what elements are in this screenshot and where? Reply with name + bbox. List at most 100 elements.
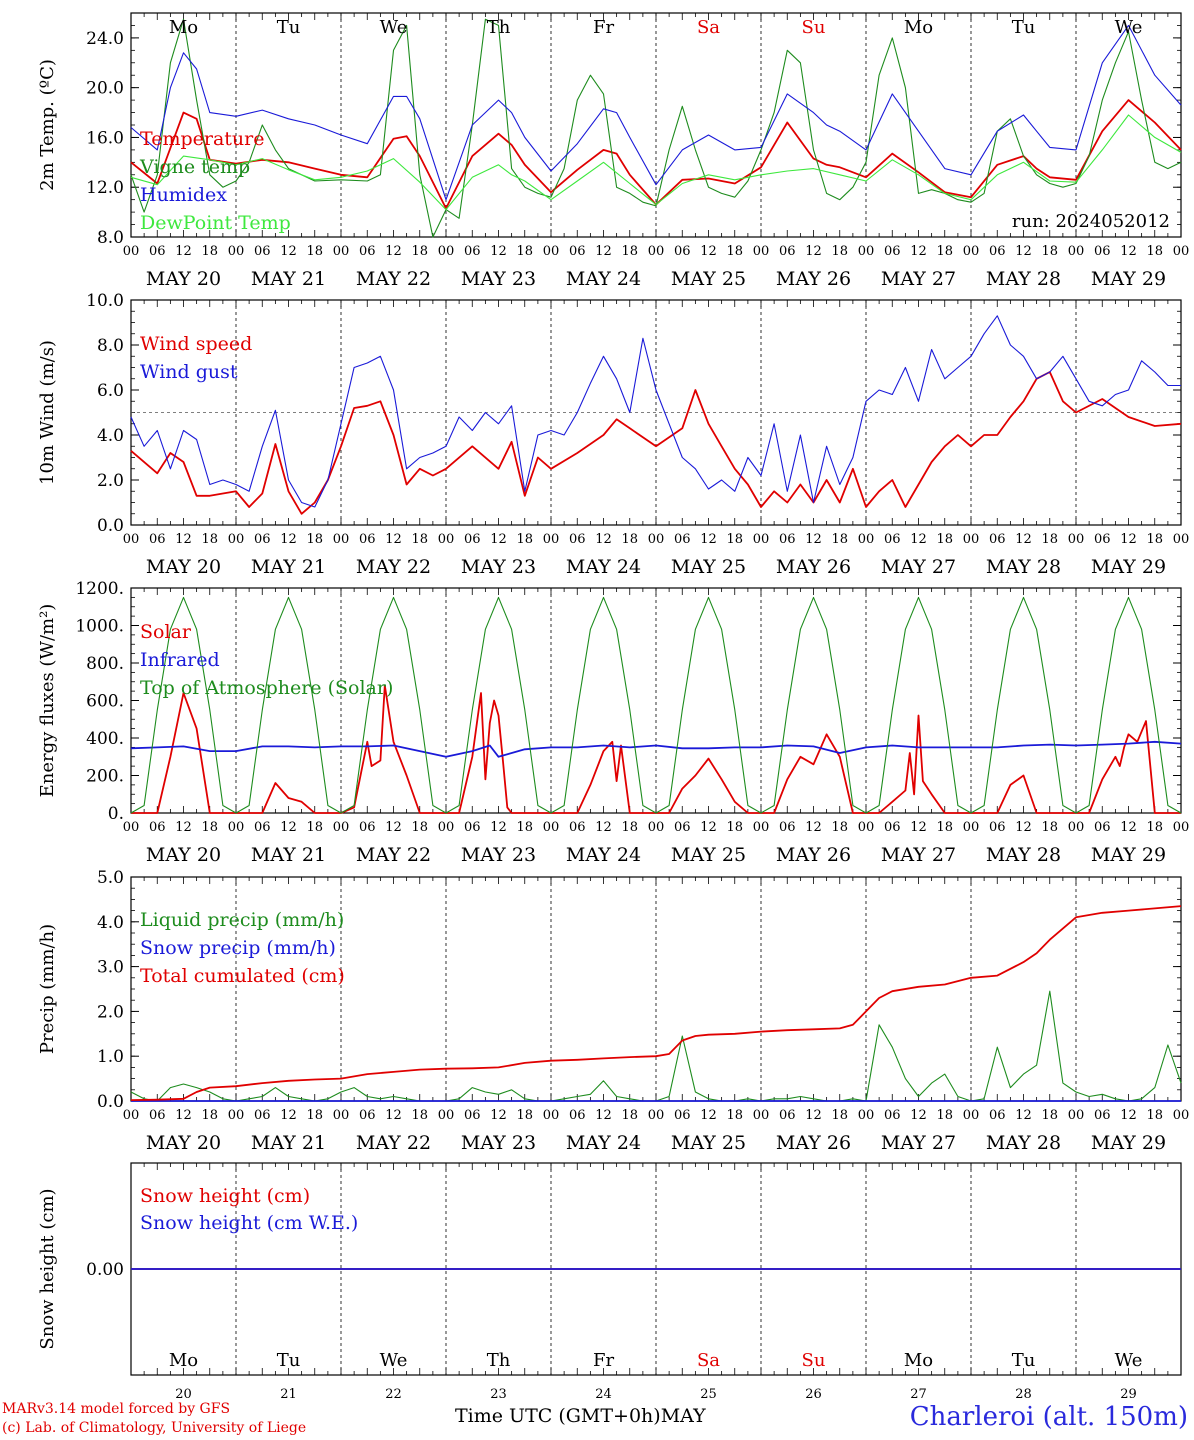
weekday-label: We xyxy=(1115,1350,1143,1371)
day-label: MAY 28 xyxy=(986,556,1061,578)
wind-panel: 0.0 2.0 4.0 6.0 8.0 10.0 10m Wind (m/s) Wind sp… xyxy=(37,291,1189,578)
weekday-label: Tu xyxy=(1012,1350,1036,1371)
hour-tick-label: 00 xyxy=(543,244,560,259)
weekday-label: We xyxy=(1115,17,1143,38)
hour-tick-label: 12 xyxy=(280,244,297,259)
temperature-series-vigne-temp xyxy=(130,18,1182,238)
hour-tick-label: 18 xyxy=(306,532,323,547)
day-label: MAY 21 xyxy=(251,268,326,290)
y-tick-label: 800. xyxy=(86,654,124,674)
day-label: MAY 26 xyxy=(776,1132,851,1154)
day-label: MAY 23 xyxy=(461,268,536,290)
weekday-label: Th xyxy=(487,1350,511,1371)
day-label: MAY 28 xyxy=(986,844,1061,866)
day-label: MAY 22 xyxy=(356,1132,431,1154)
snow-panel: 0.00 Snow height (cm) Snow height (cm) Snow… xyxy=(37,1162,1182,1402)
legend-entry: Liquid precip (mm/h) xyxy=(140,909,344,931)
weekday-label: Sa xyxy=(697,17,720,38)
day-label: MAY 27 xyxy=(881,844,956,866)
hour-tick-label: 12 xyxy=(385,532,402,547)
hour-tick-label: 18 xyxy=(1146,1108,1163,1123)
hour-tick-label: 00 xyxy=(753,244,770,259)
legend-entry: Total cumulated (cm) xyxy=(140,965,345,987)
hour-tick-label: 18 xyxy=(831,820,848,835)
y-tick-label: 400. xyxy=(86,729,124,749)
day-number-label: 27 xyxy=(910,1387,927,1402)
hour-tick-label: 12 xyxy=(490,532,507,547)
hour-tick-label: 00 xyxy=(648,1108,665,1123)
weekday-label: We xyxy=(380,17,408,38)
legend-entry: Top of Atmosphere (Solar) xyxy=(140,677,393,699)
day-label: MAY 24 xyxy=(566,1132,641,1154)
day-label: MAY 22 xyxy=(356,844,431,866)
hour-tick-label: 06 xyxy=(149,244,166,259)
day-number-label: 23 xyxy=(490,1387,507,1402)
legend-entry: Infrared xyxy=(140,649,220,671)
hour-tick-label: 06 xyxy=(989,244,1006,259)
hour-tick-label: 18 xyxy=(936,1108,953,1123)
hour-tick-label: 12 xyxy=(1120,1108,1137,1123)
hour-tick-label: 06 xyxy=(359,244,376,259)
hour-tick-label: 18 xyxy=(726,1108,743,1123)
day-label: MAY 27 xyxy=(881,268,956,290)
temperature-panel: 8.0 12.0 16.0 20.0 24.0 2m Temp. (ºC) Temperat… xyxy=(37,12,1189,290)
day-label: MAY 21 xyxy=(251,556,326,578)
hour-tick-label: 12 xyxy=(910,820,927,835)
day-label: MAY 25 xyxy=(671,844,746,866)
legend-entry: Temperature xyxy=(140,128,264,150)
hour-tick-label: 18 xyxy=(621,820,638,835)
hour-tick-label: 18 xyxy=(411,1108,428,1123)
hour-tick-label: 00 xyxy=(1173,820,1190,835)
hour-tick-label: 12 xyxy=(595,244,612,259)
hour-tick-label: 06 xyxy=(569,532,586,547)
hour-tick-label: 18 xyxy=(201,820,218,835)
hour-tick-label: 06 xyxy=(779,820,796,835)
hour-tick-label: 18 xyxy=(201,244,218,259)
hour-tick-label: 06 xyxy=(254,1108,271,1123)
run-annotation: run: 2024052012 xyxy=(1012,211,1170,232)
day-label: MAY 24 xyxy=(566,844,641,866)
day-label: MAY 20 xyxy=(146,1132,221,1154)
hour-tick-label: 00 xyxy=(228,244,245,259)
time-axis-label: Time UTC (GMT+0h)MAY xyxy=(455,1405,706,1427)
hour-tick-label: 12 xyxy=(700,244,717,259)
hour-tick-label: 00 xyxy=(123,244,140,259)
hour-tick-label: 06 xyxy=(989,532,1006,547)
hour-tick-label: 18 xyxy=(621,244,638,259)
day-label: MAY 27 xyxy=(881,556,956,578)
hour-tick-label: 12 xyxy=(1120,532,1137,547)
hour-tick-label: 00 xyxy=(333,1108,350,1123)
y-tick-label: 0.00 xyxy=(86,1260,124,1280)
hour-tick-label: 00 xyxy=(228,820,245,835)
hour-tick-label: 06 xyxy=(884,1108,901,1123)
energy-panel: 0. 200. 400. 600. 800. 1000. 1200. Energy fluxe… xyxy=(37,579,1189,866)
energy-frame xyxy=(130,587,1182,814)
legend-entry: Snow height (cm) xyxy=(140,1185,310,1207)
day-label: MAY 25 xyxy=(671,1132,746,1154)
hour-tick-label: 18 xyxy=(516,1108,533,1123)
day-label: MAY 24 xyxy=(566,556,641,578)
hour-tick-label: 18 xyxy=(201,532,218,547)
y-tick-label: 0.0 xyxy=(97,1092,124,1112)
hour-tick-label: 06 xyxy=(989,1108,1006,1123)
hour-tick-label: 12 xyxy=(910,1108,927,1123)
hour-tick-label: 00 xyxy=(123,820,140,835)
hour-tick-label: 06 xyxy=(779,244,796,259)
hour-tick-label: 18 xyxy=(1146,244,1163,259)
day-label: MAY 23 xyxy=(461,844,536,866)
hour-tick-label: 00 xyxy=(753,1108,770,1123)
legend-entry: Wind speed xyxy=(140,333,252,355)
weekday-label: Su xyxy=(802,1350,826,1371)
hour-tick-label: 06 xyxy=(359,820,376,835)
hour-tick-label: 00 xyxy=(648,820,665,835)
hour-tick-label: 00 xyxy=(543,820,560,835)
hour-tick-label: 06 xyxy=(254,532,271,547)
hour-tick-label: 06 xyxy=(254,820,271,835)
hour-tick-label: 06 xyxy=(464,532,481,547)
hour-tick-label: 06 xyxy=(1094,532,1111,547)
hour-tick-label: 00 xyxy=(1173,1108,1190,1123)
hour-tick-label: 00 xyxy=(123,532,140,547)
y-tick-label: 3.0 xyxy=(97,958,124,978)
hour-tick-label: 00 xyxy=(438,532,455,547)
